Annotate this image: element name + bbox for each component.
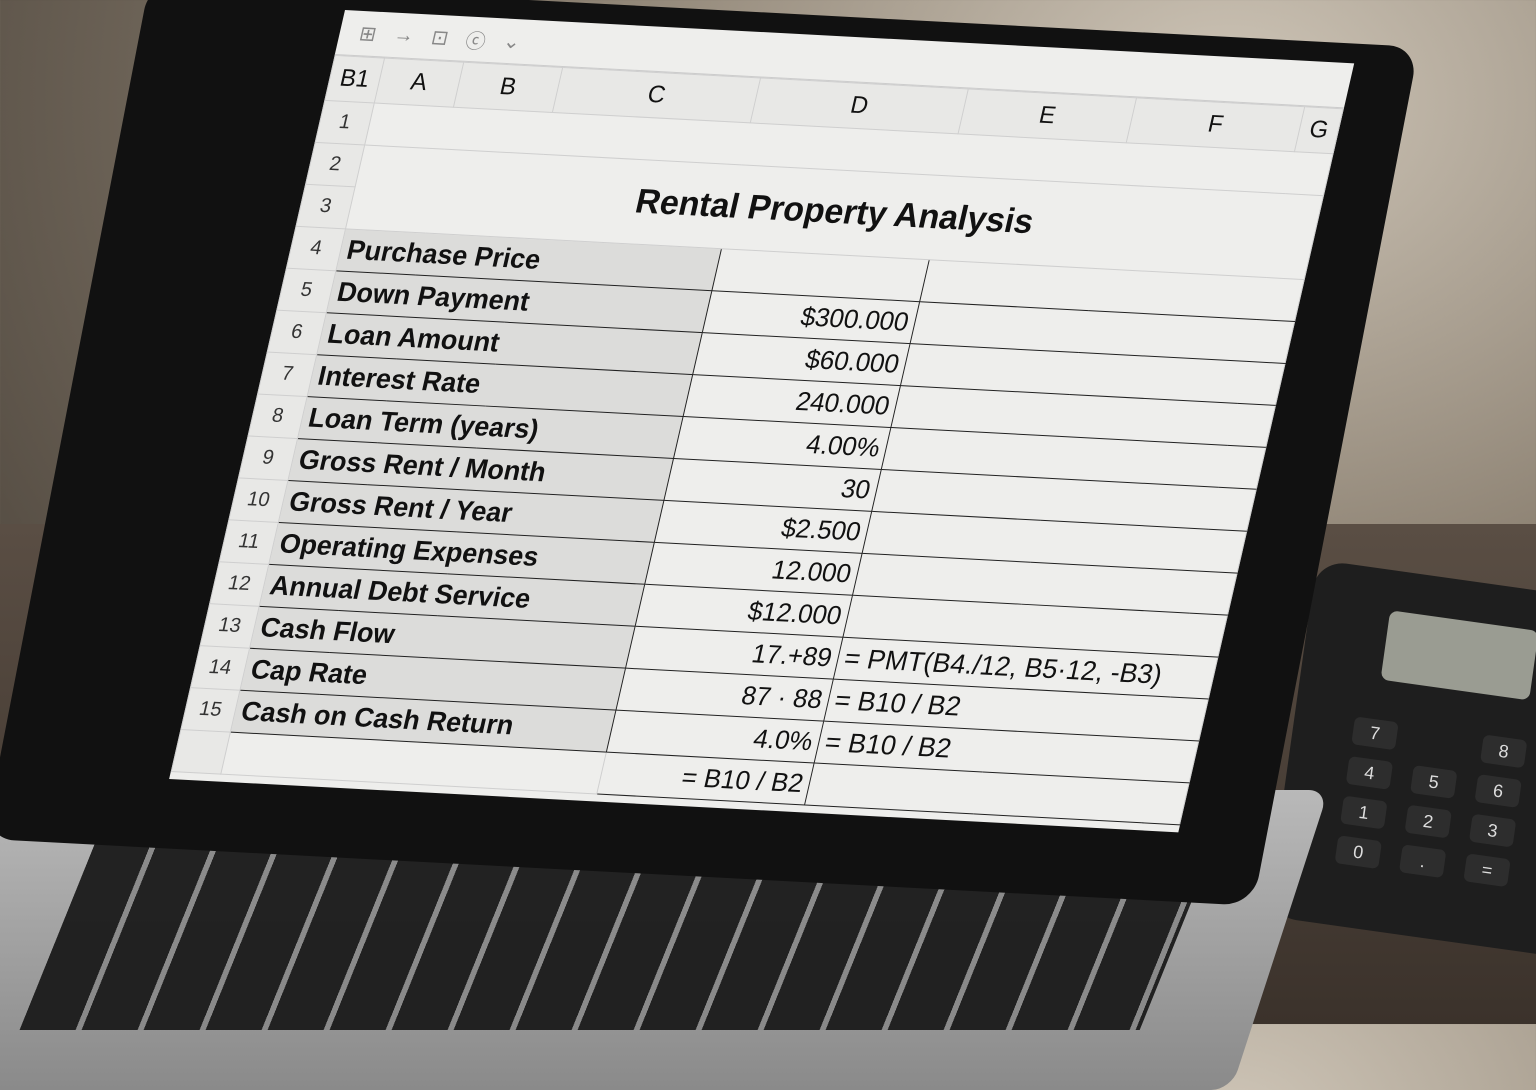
calc-key: 2 [1404, 804, 1452, 839]
calc-key: 1 [1340, 795, 1388, 830]
calc-key: 0 [1334, 835, 1383, 870]
calculator-display [1380, 610, 1536, 701]
calc-key: = [1463, 853, 1511, 888]
circle-c-icon[interactable]: ⓒ [463, 30, 488, 54]
grid-icon[interactable]: ⊞ [357, 22, 379, 46]
column-header[interactable]: B [453, 62, 563, 113]
arrow-right-icon[interactable]: → [391, 23, 417, 47]
row-number[interactable]: 3 [296, 184, 356, 229]
spreadsheet-window: ⊞ → ⊡ ⓒ ⌄ B1 A B C D E F G 1 2 Rental Pro… [169, 10, 1355, 833]
chevron-down-icon[interactable]: ⌄ [501, 30, 523, 53]
calc-key: 4 [1345, 755, 1394, 790]
calc-key: 5 [1410, 765, 1458, 799]
insert-box-icon[interactable]: ⊡ [429, 26, 451, 50]
column-header[interactable]: A [374, 58, 464, 108]
calc-key: 7 [1351, 716, 1399, 751]
calc-key: 6 [1474, 774, 1522, 808]
calc-key: 8 [1479, 734, 1528, 769]
calc-key: 3 [1468, 813, 1517, 848]
sheet-grid: B1 A B C D E F G 1 2 Rental Property Anal… [171, 55, 1344, 825]
calc-key: . [1398, 844, 1447, 879]
